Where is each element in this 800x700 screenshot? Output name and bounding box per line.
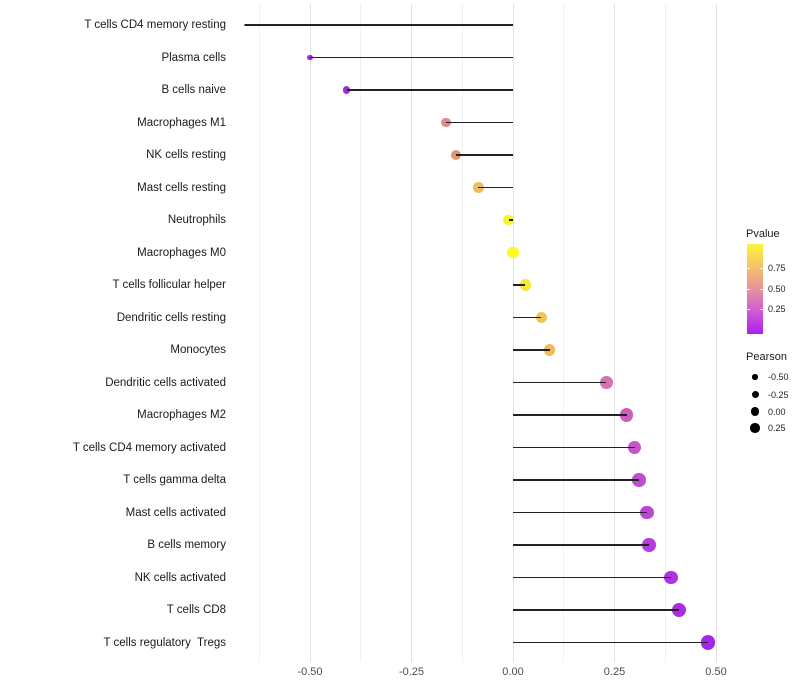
category-label: T cells gamma delta [123, 474, 226, 486]
lollipop-stem [513, 576, 672, 579]
colorbar-tick [747, 309, 750, 311]
major-gridline [614, 4, 615, 662]
lollipop-stem [513, 479, 639, 481]
data-point [543, 344, 556, 356]
minor-gridline [360, 4, 362, 662]
data-point [451, 150, 462, 160]
colorbar-tick [760, 288, 763, 290]
lollipop-stem [513, 349, 550, 351]
major-gridline [715, 4, 717, 662]
data-point [473, 182, 484, 193]
colorbar-tick [760, 268, 763, 270]
x-axis-tick-label: -0.25 [398, 666, 425, 678]
category-label: T cells regulatory Tregs [103, 636, 226, 649]
lollipop-stem [456, 154, 513, 156]
category-label: Macrophages M1 [137, 116, 226, 129]
pearson-legend-dot [751, 391, 759, 398]
pvalue-tick-label: 0.50 [768, 283, 786, 294]
pvalue-colorbar [747, 244, 763, 334]
lollipop-stem [245, 24, 513, 26]
lollipop-stem [513, 284, 526, 286]
category-label: Mast cells resting [137, 181, 226, 194]
lollipop-stem [446, 121, 513, 124]
pearson-legend-label: 0.25 [768, 423, 786, 433]
x-axis-tick-label: 0.50 [705, 666, 727, 678]
pearson-legend-label: 0.00 [768, 406, 786, 417]
category-label: B cells naive [161, 84, 226, 96]
category-label: NK cells activated [134, 571, 226, 584]
category-label: Mast cells activated [125, 506, 226, 519]
lollipop-stem [513, 609, 680, 611]
pearson-legend-label: -0.25 [768, 389, 789, 400]
pearson-legend-title: Pearson [746, 351, 787, 363]
lollipop-stem [478, 186, 513, 189]
category-label: Dendritic cells activated [105, 376, 226, 389]
category-label: T cells CD4 memory resting [84, 19, 226, 31]
lollipop-stem [513, 641, 708, 644]
major-gridline [411, 4, 412, 662]
category-label: T cells CD8 [166, 604, 226, 616]
lollipop-stem [508, 219, 513, 221]
pvalue-legend-title: Pvalue [746, 228, 780, 240]
minor-gridline [258, 4, 260, 662]
x-axis-tick-label: -0.50 [297, 666, 323, 678]
data-point [307, 54, 313, 61]
data-point [535, 311, 548, 324]
x-axis-tick-label: 0.00 [502, 666, 524, 678]
pearson-legend-dot [752, 374, 758, 380]
x-axis-tick-label: 0.25 [603, 666, 626, 678]
colorbar-tick [747, 268, 750, 270]
pearson-legend-dot [750, 407, 760, 416]
major-gridline [512, 4, 514, 662]
category-label: Neutrophils [167, 214, 226, 226]
category-label: T cells CD4 memory activated [72, 441, 226, 454]
pvalue-tick-label: 0.25 [768, 304, 786, 314]
category-label: NK cells resting [146, 149, 226, 161]
lollipop-stem [513, 544, 649, 546]
data-point [507, 246, 519, 259]
colorbar-tick [747, 288, 750, 290]
minor-gridline [664, 4, 666, 662]
lollipop-stem [513, 414, 627, 416]
lollipop-stem [513, 511, 647, 514]
data-point [243, 23, 247, 27]
minor-gridline [563, 4, 565, 662]
category-label: Monocytes [170, 344, 226, 356]
category-label: Plasma cells [161, 51, 226, 64]
pvalue-tick-label: 0.75 [768, 263, 786, 273]
lollipop-stem [513, 316, 542, 319]
lollipop-stem [513, 381, 607, 384]
lollipop-stem [346, 89, 513, 91]
category-label: Macrophages M2 [137, 409, 226, 421]
data-point [642, 538, 656, 552]
lollipop-stem [513, 446, 635, 449]
major-gridline [309, 4, 311, 662]
pearson-legend-label: -0.50 [768, 372, 789, 382]
minor-gridline [461, 4, 463, 662]
category-label: B cells memory [147, 539, 226, 551]
category-label: Macrophages M0 [137, 246, 226, 259]
data-point [640, 505, 654, 520]
data-point [503, 214, 515, 226]
lollipop-stem [310, 56, 513, 59]
pearson-legend-dot [750, 423, 760, 433]
colorbar-tick [760, 309, 763, 311]
category-label: Dendritic cells resting [116, 311, 226, 324]
category-label: T cells follicular helper [112, 279, 226, 291]
